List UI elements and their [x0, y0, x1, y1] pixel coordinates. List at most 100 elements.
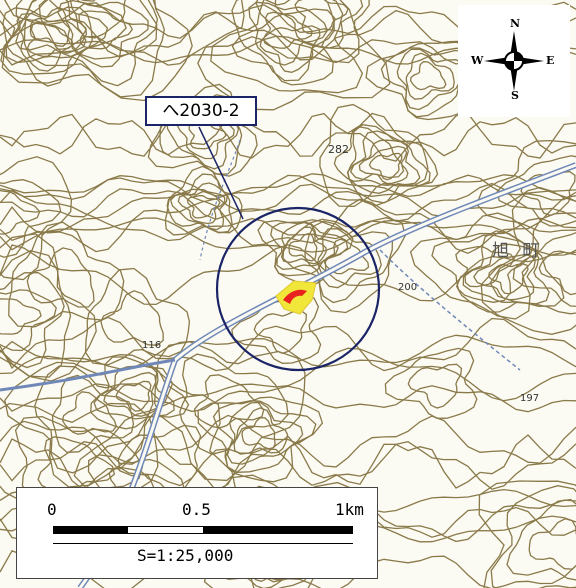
- site-marker: [283, 289, 307, 304]
- contour-line: [294, 0, 349, 35]
- contour-line: [26, 247, 95, 308]
- compass-south: S: [511, 89, 519, 102]
- contour-line: [233, 407, 289, 455]
- scale-tick-0: 0: [47, 500, 57, 519]
- compass-north: N: [510, 17, 521, 30]
- contour-line: [475, 139, 576, 233]
- contour-line: [0, 383, 576, 413]
- contour-line: [317, 228, 382, 289]
- contour-line: [480, 190, 576, 335]
- contour-line: [0, 434, 576, 492]
- contour-line: [380, 47, 476, 118]
- contour-line: [358, 145, 409, 185]
- contour-line: [0, 186, 576, 219]
- side-road: [0, 358, 176, 392]
- contour-line: [0, 0, 127, 75]
- scale-segment: [128, 526, 203, 534]
- elevation-label: 200: [398, 282, 418, 293]
- contour-line: [51, 374, 135, 453]
- contour-line: [0, 174, 576, 204]
- contour-line: [15, 0, 88, 54]
- contour-line: [262, 11, 313, 49]
- contour-line: [241, 417, 276, 450]
- contour-line: [384, 347, 478, 419]
- contour-line: [489, 212, 576, 315]
- contour-line: [0, 233, 97, 382]
- contour-line: [115, 380, 152, 412]
- contour-line: [0, 179, 62, 258]
- contour-line: [0, 112, 576, 162]
- contour-line: [231, 8, 336, 86]
- scale-segment: [53, 526, 128, 534]
- contour-line: [506, 498, 576, 581]
- compass-east: E: [546, 54, 555, 67]
- survey-circle: [215, 206, 381, 372]
- contour-line: [323, 238, 370, 275]
- contour-line: [179, 353, 289, 455]
- scale-underline: [53, 543, 353, 544]
- contour-line: [29, 7, 71, 47]
- trail: [379, 249, 521, 371]
- contour-line: [333, 126, 405, 182]
- contour-line: [231, 0, 335, 82]
- compass-icon: [484, 31, 544, 91]
- contour-line: [259, 25, 321, 73]
- contour-line: [496, 155, 576, 227]
- contour-line: [255, 0, 370, 64]
- contour-line: [169, 182, 228, 231]
- contour-line: [212, 400, 317, 473]
- contour-line: [538, 249, 576, 296]
- contour-line: [154, 341, 306, 482]
- contour-line: [2, 6, 93, 87]
- contour-line: [0, 244, 576, 306]
- contour-line: [405, 52, 455, 100]
- contour-line: [478, 480, 576, 588]
- scale-tick-half: 0.5: [182, 500, 211, 519]
- contour-line: [0, 298, 42, 335]
- compass-rose: N S W E: [458, 5, 570, 117]
- contour-line: [512, 231, 576, 307]
- contour-line: [0, 156, 73, 281]
- contour-line: [164, 165, 243, 236]
- contour-line: [0, 195, 576, 255]
- town-label: 旭 町: [492, 241, 544, 261]
- contour-line: [346, 130, 431, 194]
- contour-line: [528, 518, 576, 570]
- contour-line: [197, 0, 391, 111]
- contour-line: [100, 290, 164, 346]
- contour-line: [347, 124, 439, 207]
- contour-line: [38, 0, 159, 87]
- scale-segment: [203, 526, 353, 534]
- contour-line: [409, 61, 447, 91]
- contour-line: [396, 48, 466, 111]
- contour-line: [0, 189, 41, 235]
- contour-line: [197, 396, 324, 483]
- contour-line: [188, 122, 227, 150]
- elevation-label: 282: [328, 143, 349, 156]
- contour-line: [490, 485, 576, 588]
- contour-line: [0, 316, 576, 372]
- contour-line: [8, 221, 125, 328]
- contour-line: [409, 212, 540, 320]
- contour-line: [4, 0, 158, 60]
- contour-line: [177, 190, 226, 225]
- site-callout-label: へ2030-2: [145, 96, 257, 126]
- contour-line: [0, 414, 576, 468]
- callout-leader: [198, 126, 244, 220]
- elevation-label: 197: [520, 393, 540, 404]
- contour-line: [0, 182, 576, 222]
- contour-line: [431, 234, 531, 303]
- scale-bar: 0 0.5 1km S=1:25,000: [16, 487, 378, 579]
- contour-line: [368, 152, 403, 181]
- contour-line: [226, 401, 304, 465]
- contour-line: [0, 173, 576, 198]
- contour-line: [49, 0, 127, 39]
- scale-tick-end: 1km: [335, 500, 364, 519]
- contour-line: [0, 334, 576, 370]
- scale-ratio: S=1:25,000: [137, 546, 234, 565]
- contour-line: [455, 245, 515, 288]
- contour-line: [0, 271, 65, 369]
- contour-line: [270, 221, 349, 277]
- elevation-label: 116: [142, 340, 162, 351]
